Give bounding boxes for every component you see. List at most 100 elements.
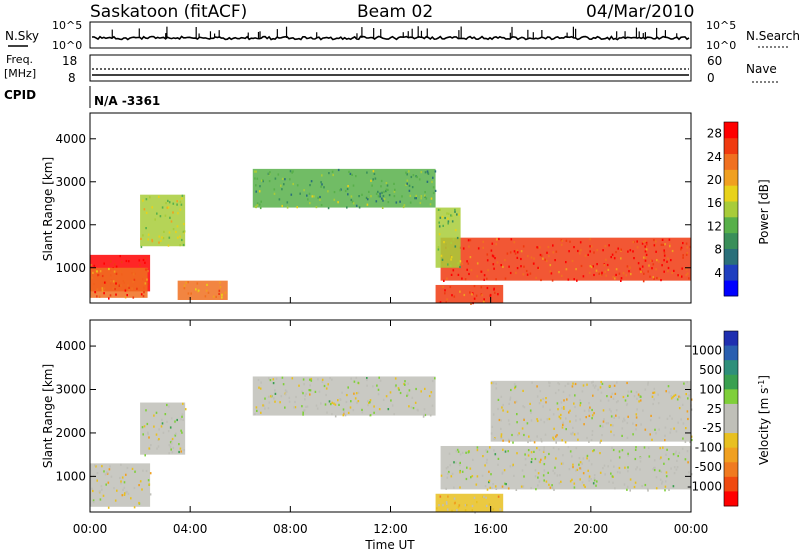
- power-echo-speckle: [454, 208, 456, 211]
- power-echo-speckle: [483, 278, 485, 281]
- power-echo-speckle: [653, 277, 655, 280]
- velocity-echo-speckle: [607, 399, 610, 402]
- power-echo-speckle: [682, 254, 684, 257]
- power-echo-speckle: [535, 276, 537, 279]
- velocity-echo-speckle: [438, 504, 440, 507]
- velocity-echo-speckle: [414, 401, 417, 404]
- velocity-echo-speckle: [552, 436, 554, 439]
- power-echo-speckle: [432, 191, 435, 195]
- power-echo-speckle: [90, 263, 93, 267]
- power-echo-speckle: [573, 246, 575, 249]
- velocity-echo-speckle: [586, 457, 588, 460]
- velocity-echo-speckle: [121, 494, 124, 497]
- power-echo-regions: [90, 168, 691, 305]
- velocity-echo-speckle: [673, 394, 675, 397]
- power-echo-speckle: [516, 249, 518, 252]
- power-echo-speckle: [166, 206, 169, 209]
- power-echo-speckle: [289, 178, 291, 181]
- velocity-echo-speckle: [612, 481, 614, 484]
- power-echo-speckle: [317, 196, 319, 199]
- power-echo-speckle: [468, 272, 470, 276]
- power-echo-speckle: [119, 255, 121, 258]
- velocity-echo-speckle: [303, 409, 305, 412]
- power-echo-speckle: [688, 277, 690, 280]
- velocity-echo-speckle: [668, 488, 670, 491]
- velocity-echo-speckle: [509, 396, 512, 399]
- velocity-echo-speckle: [485, 449, 487, 452]
- power-echo-speckle: [254, 177, 256, 180]
- velocity-echo-speckle: [509, 465, 512, 468]
- velocity-echo-speckle: [595, 484, 597, 487]
- velocity-colorbar-segment: [724, 462, 738, 478]
- power-echo-speckle: [504, 277, 507, 280]
- power-echo-speckle: [588, 271, 591, 274]
- power-echo-speckle: [515, 271, 517, 274]
- power-echo-speckle: [204, 295, 207, 298]
- velocity-colorbar-segment: [724, 476, 738, 492]
- velocity-echo-speckle: [687, 461, 689, 464]
- power-echo-speckle: [124, 296, 127, 299]
- power-echo-speckle: [502, 265, 504, 268]
- velocity-echo-speckle: [630, 390, 633, 393]
- velocity-echo-speckle: [592, 380, 594, 384]
- velocity-echo-speckle: [615, 409, 618, 412]
- velocity-echo-speckle: [579, 478, 581, 481]
- power-echo-speckle: [549, 264, 552, 267]
- power-echo-speckle: [471, 293, 473, 296]
- power-echo-speckle: [664, 243, 666, 246]
- velocity-echo-speckle: [378, 408, 381, 411]
- velocity-echo-speckle: [593, 386, 596, 389]
- velocity-echo-speckle: [518, 432, 520, 435]
- power-echo-speckle: [253, 170, 256, 173]
- power-echo-speckle: [663, 270, 665, 273]
- velocity-echo-speckle: [155, 433, 158, 436]
- power-echo-speckle: [179, 208, 182, 211]
- velocity-echo-speckle: [634, 448, 637, 451]
- velocity-echo-speckle: [612, 424, 614, 427]
- power-echo-speckle: [162, 237, 165, 240]
- velocity-echo-speckle: [310, 377, 313, 381]
- power-echo-speckle: [590, 265, 593, 269]
- velocity-ytick-label: 4000: [55, 339, 86, 353]
- velocity-echo-speckle: [453, 486, 455, 489]
- velocity-echo-speckle: [449, 464, 452, 467]
- power-echo-speckle: [177, 236, 179, 239]
- velocity-echo-speckle: [517, 433, 519, 437]
- velocity-echo-speckle: [492, 413, 495, 416]
- power-echo-speckle: [439, 301, 442, 304]
- power-echo-speckle: [381, 206, 384, 209]
- velocity-echo-speckle: [182, 418, 184, 421]
- velocity-echo-speckle: [673, 472, 676, 475]
- velocity-echo-speckle: [149, 472, 152, 475]
- velocity-echo-speckle: [447, 495, 449, 498]
- power-echo-speckle: [495, 243, 497, 246]
- power-echo-speckle: [402, 205, 405, 209]
- power-echo-speckle: [374, 177, 377, 180]
- power-echo-speckle: [486, 286, 489, 290]
- velocity-echo-speckle: [571, 433, 573, 436]
- power-echo-speckle: [552, 251, 555, 254]
- velocity-echo-speckle: [607, 422, 609, 425]
- velocity-echo-speckle: [627, 454, 629, 457]
- velocity-echo-speckle: [306, 405, 309, 408]
- power-echo-speckle: [615, 251, 617, 254]
- power-echo-speckle: [561, 239, 563, 242]
- velocity-echo-speckle: [664, 426, 667, 429]
- velocity-echo-speckle: [272, 378, 275, 381]
- velocity-echo-speckle: [664, 489, 666, 492]
- velocity-echo-speckle: [569, 480, 572, 483]
- power-echo-speckle: [486, 259, 489, 262]
- velocity-echo-speckle: [533, 441, 536, 444]
- beam-title: Beam 02: [357, 2, 433, 22]
- velocity-echo-speckle: [160, 425, 163, 428]
- velocity-echo-speckle: [639, 456, 642, 459]
- power-ytick-label: 4000: [55, 132, 86, 146]
- power-echo-speckle: [446, 212, 448, 215]
- velocity-echo-speckle: [588, 408, 590, 411]
- velocity-echo-speckle: [334, 403, 337, 406]
- velocity-echo-speckle: [651, 438, 653, 441]
- power-echo-speckle: [653, 244, 656, 247]
- power-echo-speckle: [595, 269, 598, 272]
